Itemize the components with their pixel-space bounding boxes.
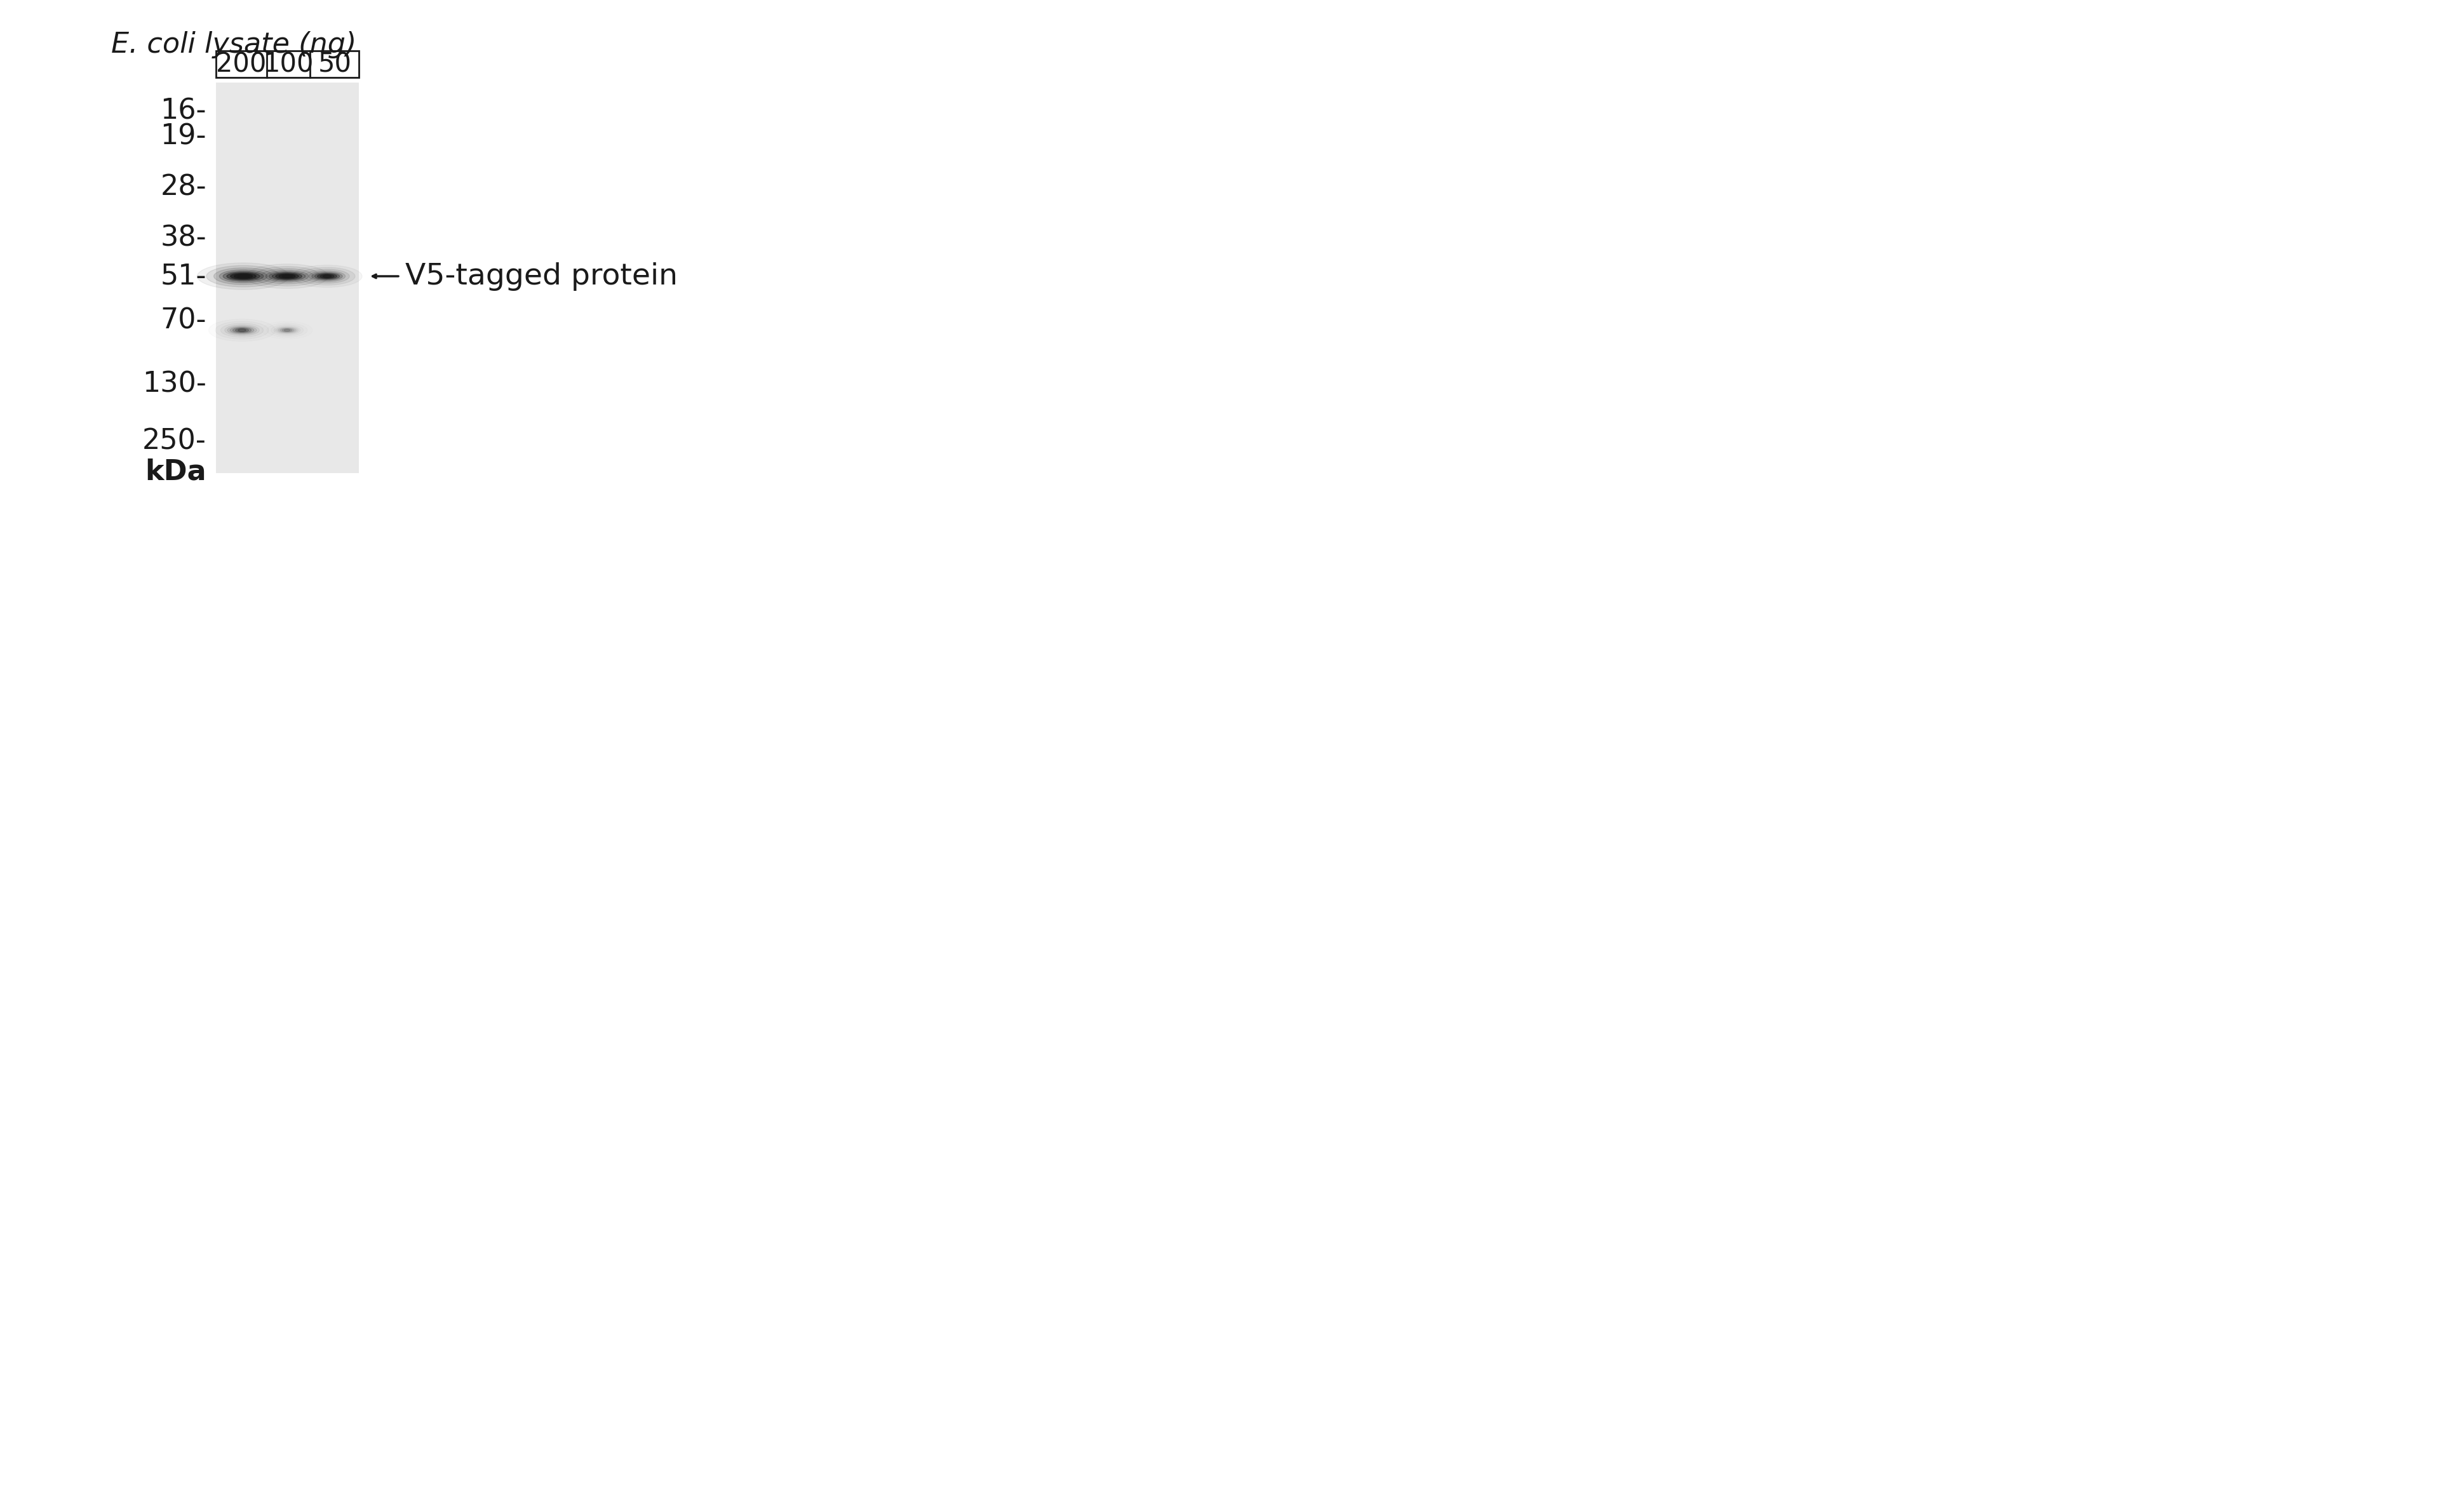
Text: kDa: kDa: [144, 458, 207, 485]
Ellipse shape: [227, 272, 261, 280]
Text: 50: 50: [317, 51, 351, 77]
Ellipse shape: [278, 328, 295, 333]
Ellipse shape: [276, 274, 298, 278]
Text: 70-: 70-: [161, 307, 207, 334]
Ellipse shape: [198, 263, 290, 290]
Ellipse shape: [222, 271, 263, 281]
Ellipse shape: [283, 328, 293, 331]
Ellipse shape: [234, 274, 254, 278]
Ellipse shape: [232, 328, 251, 333]
Ellipse shape: [310, 271, 346, 281]
Ellipse shape: [273, 272, 302, 280]
Ellipse shape: [237, 275, 249, 278]
Text: 100: 100: [263, 51, 315, 77]
Ellipse shape: [207, 266, 280, 287]
Ellipse shape: [227, 327, 256, 334]
Bar: [217, 51, 359, 77]
Text: 38-: 38-: [161, 224, 207, 253]
Ellipse shape: [261, 269, 315, 284]
Ellipse shape: [305, 269, 349, 283]
Text: 19-: 19-: [161, 122, 207, 150]
Ellipse shape: [315, 274, 339, 280]
Ellipse shape: [322, 275, 332, 277]
Text: 51-: 51-: [161, 263, 207, 290]
Text: 130-: 130-: [141, 370, 207, 398]
Ellipse shape: [215, 268, 273, 284]
Ellipse shape: [320, 275, 334, 278]
Ellipse shape: [278, 274, 295, 278]
Ellipse shape: [220, 269, 268, 283]
Ellipse shape: [280, 328, 295, 333]
Ellipse shape: [224, 325, 259, 336]
Ellipse shape: [229, 274, 256, 280]
Ellipse shape: [312, 272, 341, 280]
Ellipse shape: [283, 275, 293, 278]
Text: 250-: 250-: [141, 428, 207, 455]
Ellipse shape: [229, 327, 254, 333]
Ellipse shape: [234, 328, 249, 333]
Ellipse shape: [268, 272, 305, 281]
Bar: [217, 83, 359, 473]
Ellipse shape: [254, 266, 320, 286]
Text: 200: 200: [217, 51, 266, 77]
Ellipse shape: [300, 268, 356, 286]
Ellipse shape: [266, 271, 310, 283]
Text: 16-: 16-: [161, 97, 207, 125]
Text: E. coli lysate (ng): E. coli lysate (ng): [112, 30, 356, 57]
Text: 28-: 28-: [161, 174, 207, 201]
Ellipse shape: [246, 265, 329, 289]
Text: V5-tagged protein: V5-tagged protein: [405, 262, 678, 290]
Ellipse shape: [317, 274, 337, 278]
Ellipse shape: [239, 330, 246, 331]
Ellipse shape: [283, 330, 290, 331]
